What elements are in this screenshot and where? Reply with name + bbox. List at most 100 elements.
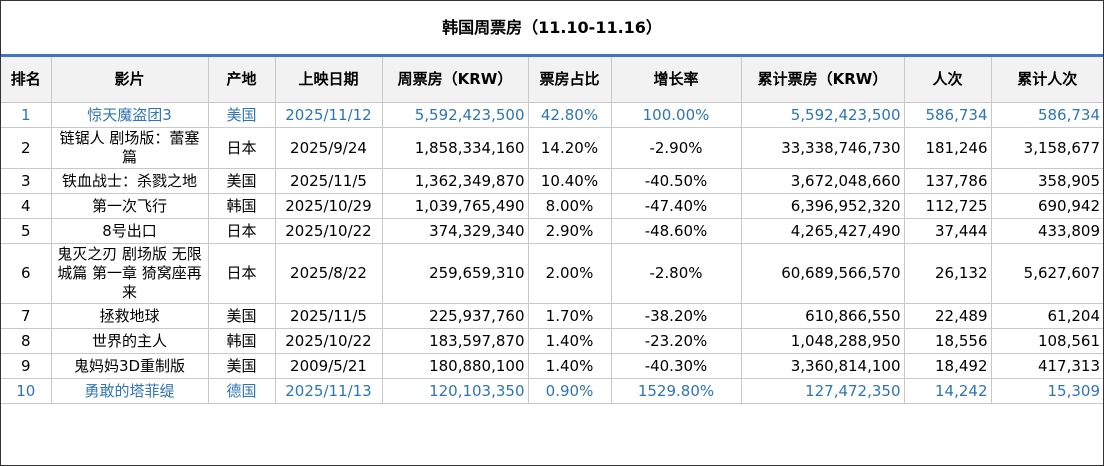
table-cell: 259,659,310	[381, 243, 529, 304]
table-cell: 586,734	[990, 102, 1103, 128]
table-cell: 2025/11/12	[274, 102, 383, 128]
table-cell: 8号出口	[50, 218, 209, 244]
table-cell: 第一次飞行	[50, 193, 209, 219]
table-cell: 181,246	[903, 127, 992, 169]
table-cell: 2009/5/21	[274, 353, 383, 379]
table-body: 1 惊天魔盗团3 美国 2025/11/12 5,592,423,500 42.80% 10…	[1, 102, 1103, 404]
column-header: 人次	[903, 57, 992, 103]
table-cell: -48.60%	[610, 218, 742, 244]
table-cell: 42.80%	[527, 102, 612, 128]
table-row: 10 勇敢的塔菲缇 德国 2025/11/13 120,103,350 0.90% 1529…	[1, 378, 1103, 404]
table-cell: 3,158,677	[990, 127, 1103, 169]
table-cell: 4	[1, 193, 52, 219]
table-cell: 3,360,814,100	[740, 353, 905, 379]
column-header: 周票房（KRW）	[381, 57, 529, 103]
table-cell: 美国	[207, 303, 276, 329]
table-cell: 26,132	[903, 243, 992, 304]
table-row: 5 8号出口 日本 2025/10/22 374,329,340 2.90% -48.60%…	[1, 218, 1103, 244]
table-cell: 22,489	[903, 303, 992, 329]
table-cell: 18,556	[903, 328, 992, 354]
table-cell: 0.90%	[527, 378, 612, 404]
table-cell: 2025/11/13	[274, 378, 383, 404]
table-cell: 鬼妈妈3D重制版	[50, 353, 209, 379]
table-cell: 2025/10/22	[274, 328, 383, 354]
table-cell: 3,672,048,660	[740, 168, 905, 194]
table-cell: 5,592,423,500	[740, 102, 905, 128]
table-cell: 433,809	[990, 218, 1103, 244]
table-cell: 1.40%	[527, 353, 612, 379]
table-cell: 108,561	[990, 328, 1103, 354]
table-cell: 2.00%	[527, 243, 612, 304]
table-cell: 日本	[207, 218, 276, 244]
table-cell: 10.40%	[527, 168, 612, 194]
table-cell: 137,786	[903, 168, 992, 194]
table-cell: 100.00%	[610, 102, 742, 128]
table-cell: 2025/8/22	[274, 243, 383, 304]
table-cell: 9	[1, 353, 52, 379]
table-cell: 1,362,349,870	[381, 168, 529, 194]
column-header: 产地	[207, 57, 276, 103]
table-cell: 1,039,765,490	[381, 193, 529, 219]
table-cell: 韩国	[207, 328, 276, 354]
table-cell: 2025/10/22	[274, 218, 383, 244]
table-cell: 5,592,423,500	[381, 102, 529, 128]
table-cell: 14.20%	[527, 127, 612, 169]
table-cell: 1529.80%	[610, 378, 742, 404]
table-cell: 37,444	[903, 218, 992, 244]
table-cell: 2	[1, 127, 52, 169]
table-cell: 8.00%	[527, 193, 612, 219]
table-cell: 鬼灭之刃 剧场版 无限城篇 第一章 猗窝座再来	[50, 243, 209, 304]
table-cell: 15,309	[990, 378, 1103, 404]
table-row: 2 链锯人 剧场版：蕾塞篇 日本 2025/9/24 1,858,334,160 14.2…	[1, 127, 1103, 169]
table-cell: 690,942	[990, 193, 1103, 219]
table-cell: 417,313	[990, 353, 1103, 379]
table-cell: 374,329,340	[381, 218, 529, 244]
table-cell: 112,725	[903, 193, 992, 219]
table-row: 1 惊天魔盗团3 美国 2025/11/12 5,592,423,500 42.80% 10…	[1, 102, 1103, 128]
table-cell: 2025/9/24	[274, 127, 383, 169]
table-row: 8 世界的主人 韩国 2025/10/22 183,597,870 1.40% -23.20…	[1, 328, 1103, 354]
table-cell: 5,627,607	[990, 243, 1103, 304]
table-cell: 60,689,566,570	[740, 243, 905, 304]
table-cell: 183,597,870	[381, 328, 529, 354]
table-cell: 225,937,760	[381, 303, 529, 329]
table-cell: 6	[1, 243, 52, 304]
table-cell: 美国	[207, 102, 276, 128]
table-cell: 127,472,350	[740, 378, 905, 404]
column-header: 增长率	[610, 57, 742, 103]
table-cell: 德国	[207, 378, 276, 404]
table-cell: 美国	[207, 353, 276, 379]
column-header: 累计票房（KRW）	[740, 57, 905, 103]
table-cell: -47.40%	[610, 193, 742, 219]
table-cell: 61,204	[990, 303, 1103, 329]
box-office-table: 排名 影片 产地 上映日期 周票房（KRW） 票房占比 增长率 累计票房（KRW） 人次 累计人次…	[1, 57, 1103, 404]
table-cell: 14,242	[903, 378, 992, 404]
table-cell: 5	[1, 218, 52, 244]
table-cell: 1	[1, 102, 52, 128]
column-header: 票房占比	[527, 57, 612, 103]
table-cell: 2025/11/5	[274, 303, 383, 329]
table-cell: 韩国	[207, 193, 276, 219]
table-cell: 1,048,288,950	[740, 328, 905, 354]
table-cell: 7	[1, 303, 52, 329]
table-cell: 1.40%	[527, 328, 612, 354]
table-cell: 6,396,952,320	[740, 193, 905, 219]
column-header: 排名	[1, 57, 52, 103]
table-cell: 10	[1, 378, 52, 404]
table-cell: 世界的主人	[50, 328, 209, 354]
table-cell: 586,734	[903, 102, 992, 128]
table-cell: 610,866,550	[740, 303, 905, 329]
table-cell: 2.90%	[527, 218, 612, 244]
table-cell: 日本	[207, 127, 276, 169]
table-cell: 美国	[207, 168, 276, 194]
table-cell: -38.20%	[610, 303, 742, 329]
table-cell: -23.20%	[610, 328, 742, 354]
table-cell: 惊天魔盗团3	[50, 102, 209, 128]
table-cell: 链锯人 剧场版：蕾塞篇	[50, 127, 209, 169]
table-cell: 2025/10/29	[274, 193, 383, 219]
table-cell: 铁血战士：杀戮之地	[50, 168, 209, 194]
table-cell: 4,265,427,490	[740, 218, 905, 244]
column-header: 上映日期	[274, 57, 383, 103]
table-cell: 8	[1, 328, 52, 354]
